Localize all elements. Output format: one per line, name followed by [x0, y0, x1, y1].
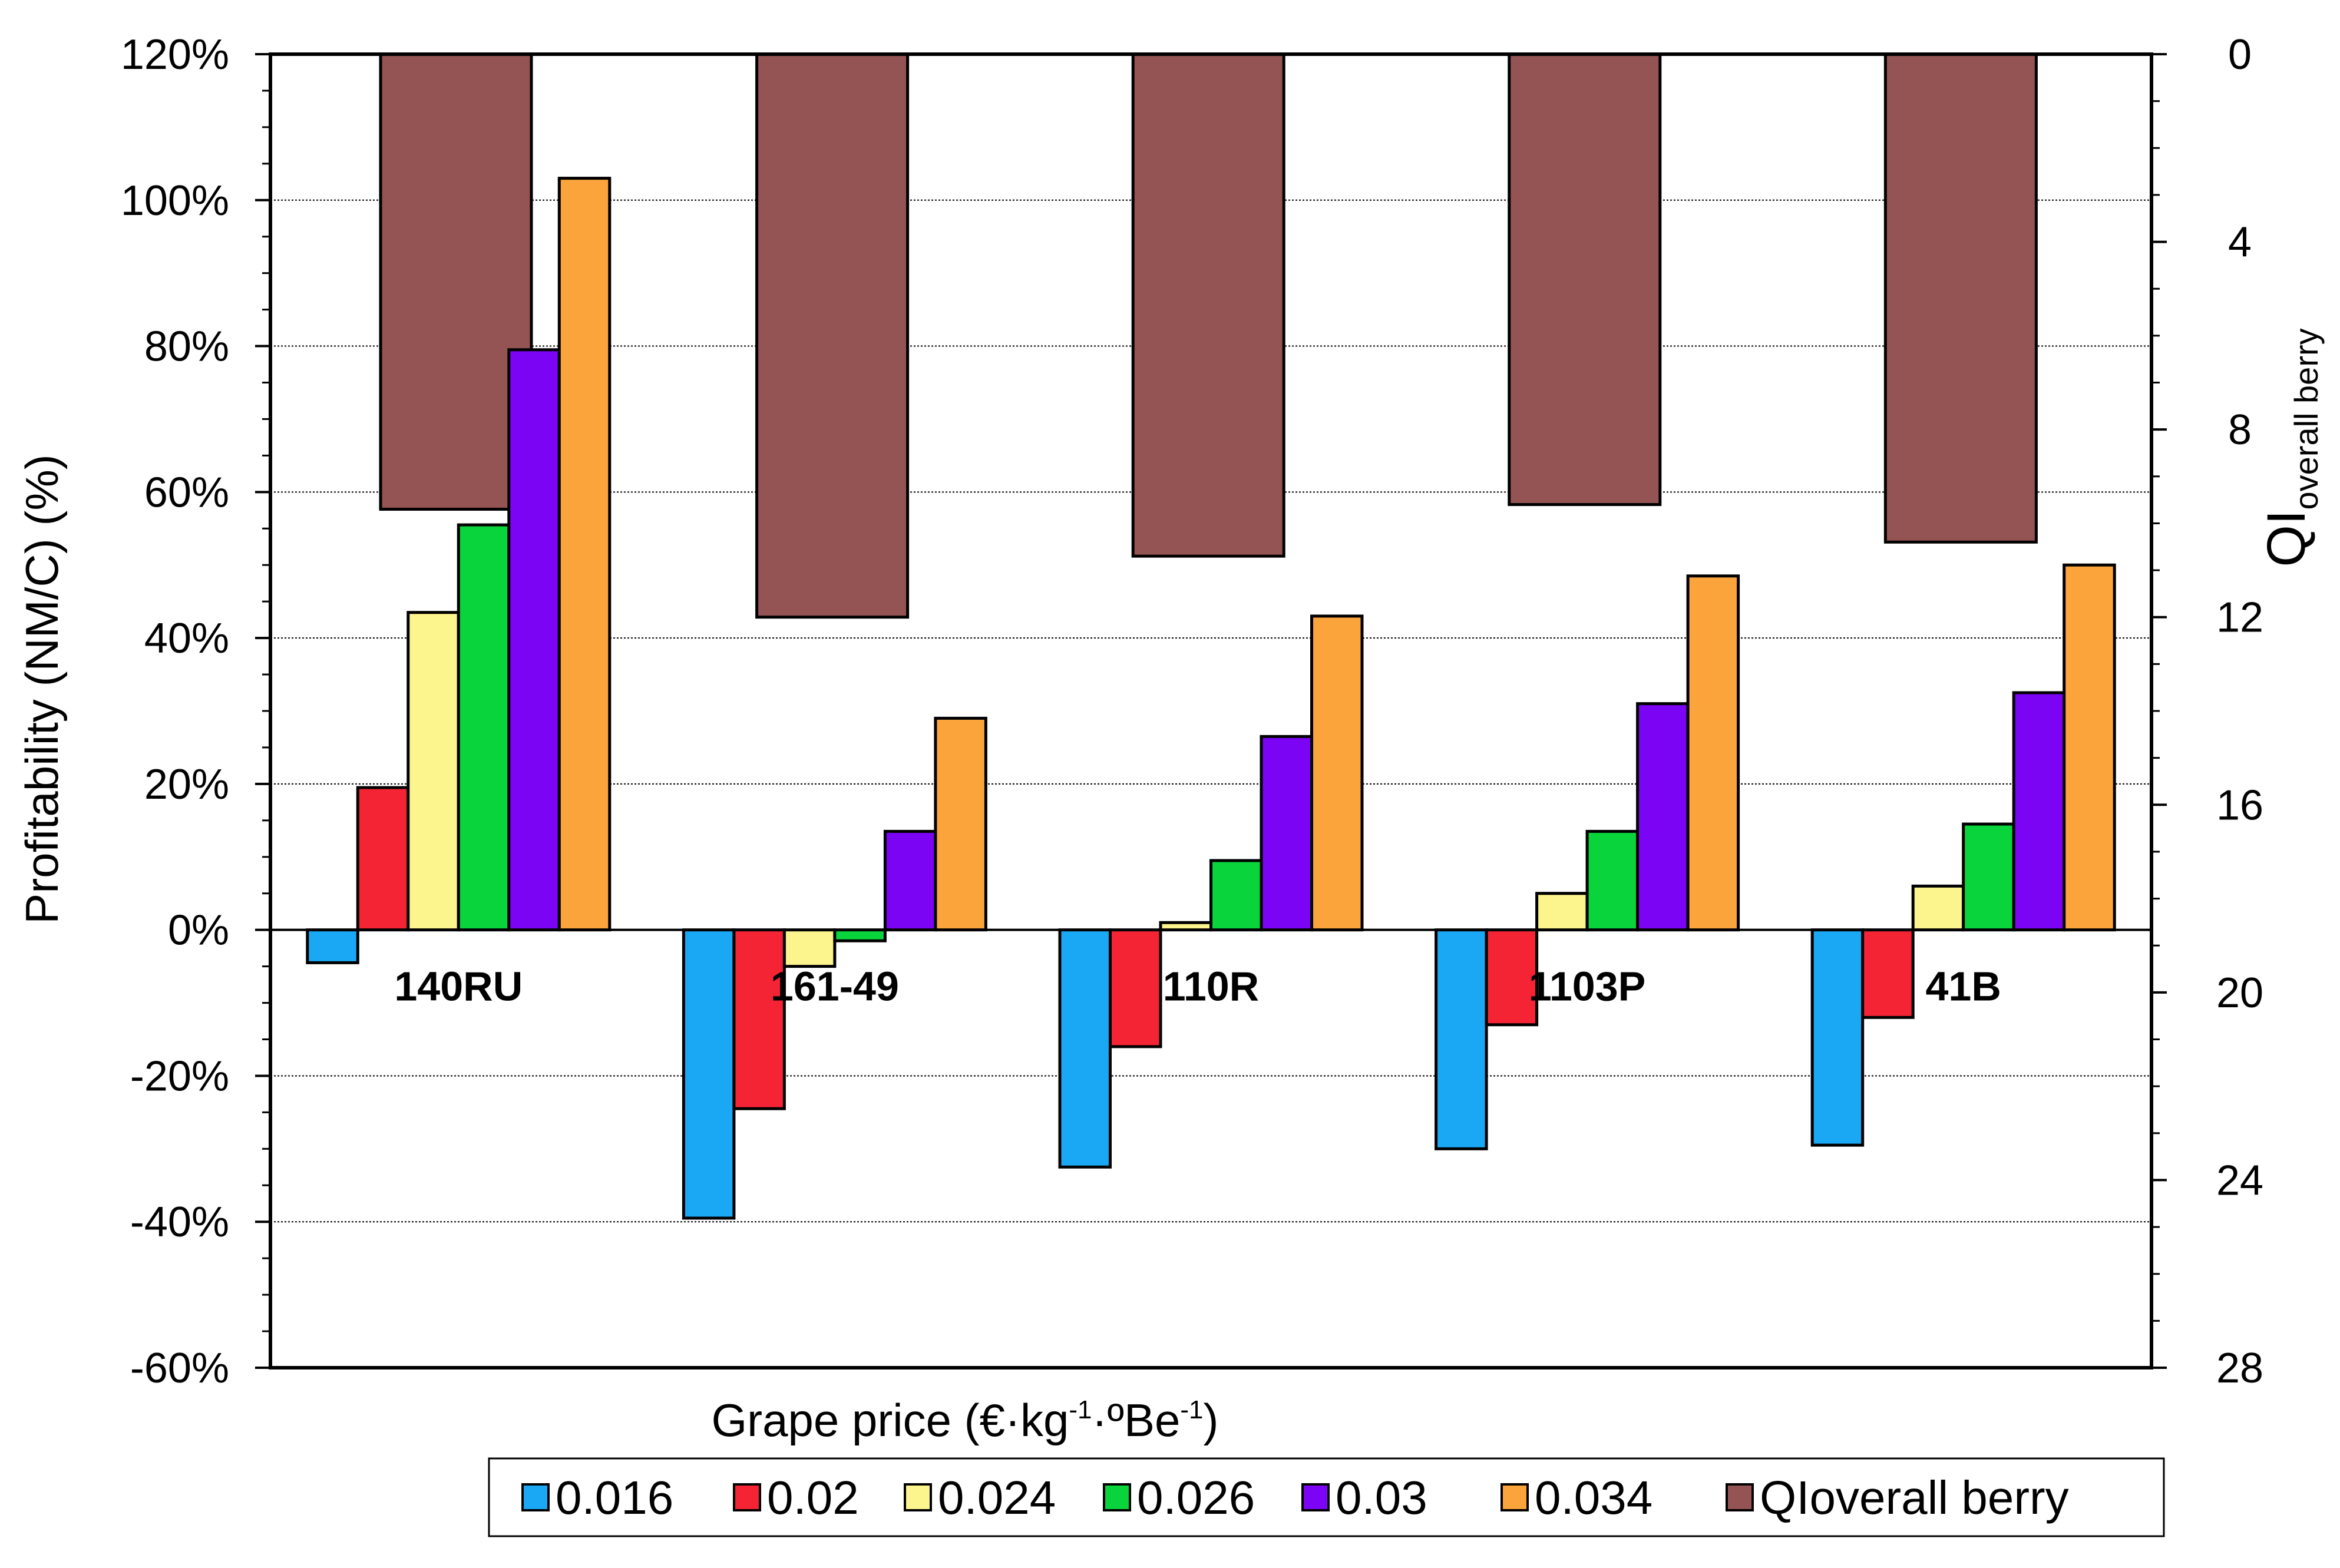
- x-axis-title: Grape price (€·kg-1·ºBe-1): [711, 1394, 1218, 1446]
- bar-0_016-1103p: [1435, 928, 1488, 1150]
- y2-tick-label: 12: [2216, 594, 2263, 641]
- legend-swatch-3: [1103, 1483, 1131, 1511]
- bar-0_034-161-49: [934, 716, 987, 932]
- legend-swatch-5: [1500, 1483, 1529, 1511]
- y-tick-label: -40%: [130, 1199, 229, 1246]
- legend-label-6: QIoverall berry: [1760, 1471, 2069, 1524]
- bar-0_03-110r: [1260, 735, 1313, 932]
- y-tick-label: 0%: [168, 907, 229, 954]
- category-label-110r: 110R: [1163, 964, 1259, 1010]
- legend-swatch-4: [1301, 1483, 1330, 1511]
- bar-marks: [306, 52, 2116, 1220]
- y2-tick-label: 28: [2216, 1345, 2263, 1392]
- x-axis-title-part-3: ): [1204, 1394, 1219, 1446]
- bar-qi-1103p: [1508, 52, 1662, 507]
- category-label-1103p: 1103P: [1529, 964, 1646, 1010]
- bar-0_02-110r: [1109, 928, 1162, 1048]
- y2-axis-title-main: QI: [2256, 510, 2316, 567]
- bar-0_024-1103p: [1535, 892, 1589, 932]
- bar-0_026-41b: [1962, 822, 2015, 932]
- bar-0_03-140ru: [507, 348, 561, 932]
- x-axis-title-part-1: Grape price (€·kg: [711, 1394, 1069, 1446]
- bar-0_024-41b: [1911, 884, 1965, 932]
- bar-0_026-161-49: [833, 928, 887, 942]
- bar-qi-41b: [1883, 52, 2038, 544]
- y2-tick-label: 0: [2228, 31, 2252, 78]
- category-label-140ru: 140RU: [394, 964, 523, 1010]
- y2-axis-title-sub: overall berry: [2288, 328, 2325, 510]
- legend-label-1: 0.02: [767, 1471, 859, 1524]
- bar-0_026-140ru: [457, 523, 511, 932]
- y-tick-label: 60%: [144, 469, 229, 516]
- legend-label-5: 0.034: [1535, 1471, 1652, 1524]
- y-tick-label: -20%: [130, 1053, 229, 1100]
- legend-label-0: 0.016: [556, 1471, 673, 1524]
- bar-0_02-41b: [1861, 928, 1915, 1019]
- y2-tick-label: 8: [2228, 406, 2252, 454]
- category-label-161-49: 161-49: [771, 964, 899, 1010]
- y2-tick-label: 20: [2216, 970, 2263, 1017]
- x-axis-title-part-2: ·ºBe: [1092, 1394, 1181, 1446]
- y2-tick-label: 4: [2228, 219, 2252, 266]
- y-tick-label: 120%: [121, 31, 229, 78]
- axes: -60% -40% -20% 0% 20% 40% 60% 80% 100% 120% 0 4 8 12 1…: [121, 31, 2263, 1392]
- legend: 0.016 0.02 0.024 0.026 0.03 0.034 QIoverall be…: [488, 1457, 2165, 1537]
- bar-0_034-41b: [2063, 563, 2116, 932]
- x-axis-title-sup-2: -1: [1180, 1395, 1203, 1424]
- bar-0_034-110r: [1310, 614, 1364, 932]
- legend-swatch-1: [733, 1483, 761, 1511]
- y2-axis-title: QIoverall berry: [2256, 328, 2325, 567]
- legend-label-2: 0.024: [938, 1471, 1056, 1524]
- legend-label-4: 0.03: [1336, 1471, 1427, 1524]
- bar-0_016-41b: [1810, 928, 1865, 1147]
- y-tick-label: 20%: [144, 761, 229, 808]
- category-label-41b: 41B: [1925, 964, 2001, 1010]
- bar-0_016-110r: [1058, 928, 1112, 1169]
- y-tick-label: 80%: [144, 323, 229, 371]
- bar-0_03-161-49: [883, 829, 937, 932]
- legend-label-3: 0.026: [1137, 1471, 1255, 1524]
- y-tick-label: 100%: [121, 177, 229, 224]
- bar-0_02-161-49: [732, 928, 786, 1110]
- bar-0_034-140ru: [557, 177, 612, 932]
- bar-0_02-1103p: [1485, 928, 1539, 1027]
- bar-0_016-161-49: [682, 928, 736, 1220]
- legend-swatch-6: [1726, 1483, 1754, 1511]
- legend-swatch-0: [521, 1483, 550, 1511]
- y-tick-label: 40%: [144, 615, 229, 662]
- bar-0_03-1103p: [1636, 702, 1690, 932]
- bar-0_03-41b: [2012, 691, 2066, 932]
- bar-0_026-1103p: [1585, 829, 1640, 932]
- bar-qi-140ru: [379, 52, 533, 511]
- bar-0_024-161-49: [782, 928, 837, 968]
- bar-0_02-140ru: [356, 786, 410, 932]
- bar-qi-110r: [1131, 52, 1285, 558]
- x-axis-title-sup-1: -1: [1069, 1395, 1092, 1424]
- bar-0_024-140ru: [406, 611, 460, 932]
- y2-tick-label: 24: [2216, 1157, 2263, 1204]
- bar-0_026-110r: [1209, 859, 1263, 932]
- y2-tick-label: 16: [2216, 782, 2263, 829]
- bar-0_016-140ru: [306, 928, 359, 964]
- y-axis-title: Profitability (NM/C) (%): [16, 454, 68, 924]
- bar-qi-161-49: [755, 52, 910, 619]
- y-tick-label: -60%: [130, 1345, 229, 1392]
- bar-0_034-1103p: [1686, 574, 1740, 932]
- category-labels: 140RU 161-49 110R 1103P 41B: [394, 964, 2001, 1010]
- legend-swatch-2: [904, 1483, 932, 1511]
